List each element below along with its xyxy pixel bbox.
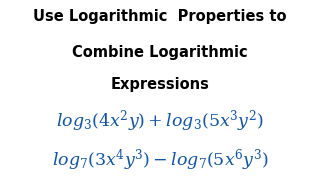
Text: Combine Logarithmic: Combine Logarithmic: [72, 45, 248, 60]
Text: Use Logarithmic  Properties to: Use Logarithmic Properties to: [33, 9, 287, 24]
Text: $\mathbf{\mathit{log}}_7(3x^4y^3) - \mathbf{\mathit{log}}_7(5x^6y^3)$: $\mathbf{\mathit{log}}_7(3x^4y^3) - \mat…: [52, 148, 268, 173]
Text: $\mathbf{\mathit{log}}_3(4x^2y) + \mathbf{\mathit{log}}_3(5x^3y^2)$: $\mathbf{\mathit{log}}_3(4x^2y) + \mathb…: [56, 108, 264, 134]
Text: Expressions: Expressions: [111, 77, 209, 92]
